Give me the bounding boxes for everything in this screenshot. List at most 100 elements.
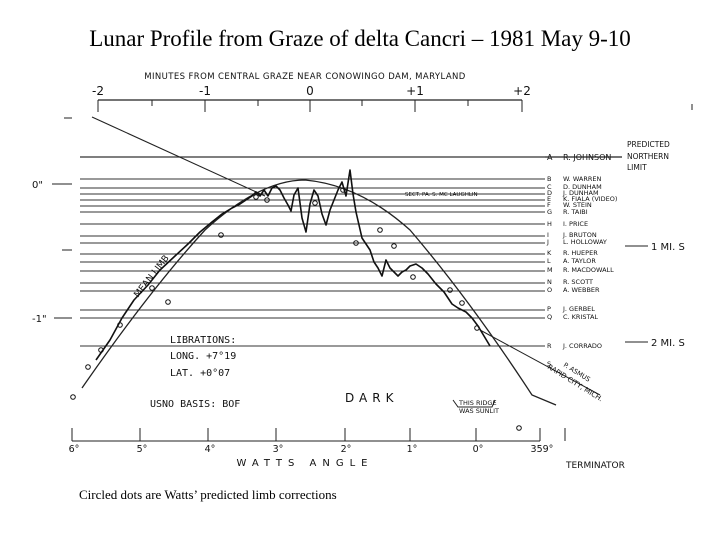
predicted-limit-word: PREDICTED [627, 140, 670, 149]
top-tick-label: -2 [92, 84, 104, 98]
predicted-limit-word: NORTHERN [627, 152, 669, 161]
observer-name: J. BRUTON [562, 231, 597, 239]
watts-point [117, 322, 123, 328]
observer-name: R. MACDOWALL [563, 266, 614, 274]
terminator-guide-line [91, 116, 266, 197]
left-tick-label: -1" [32, 314, 47, 325]
watts-point [218, 232, 224, 238]
observer-name: C. KRISTAL [563, 313, 598, 321]
bottom-tick-label: 359° [531, 444, 554, 455]
top-tick-label: +1 [406, 84, 424, 98]
ridge-note: THIS RIDGE WAS SUNLIT [458, 399, 499, 415]
observer-code: L [547, 257, 551, 265]
watts-point [410, 274, 416, 280]
observer-name: R. SCOTT [563, 278, 593, 286]
observer-code: O [547, 286, 552, 294]
observer-name: R. HUEPER [563, 249, 598, 257]
left-tick-label: 0" [32, 180, 43, 191]
observer-code: M [547, 266, 553, 274]
two-mile-label: 2 MI. S [651, 338, 685, 349]
bottom-tick-label: 5° [137, 444, 148, 455]
dark-label: DARK [345, 391, 398, 405]
observer-code: I [547, 231, 549, 239]
observer-name: A. WEBBER [563, 286, 600, 294]
observer-chords [80, 156, 545, 347]
observer-name: W. STEIN [563, 201, 592, 209]
watts-point [165, 299, 171, 305]
watts-point [264, 197, 270, 203]
observer-code: Q [547, 313, 552, 321]
watts-point [149, 285, 155, 291]
watts-points [70, 187, 522, 431]
watts-point [516, 425, 522, 431]
observer-code: G [547, 208, 552, 216]
observer-code: R [547, 342, 552, 350]
observer-code: F [547, 201, 551, 209]
ridge-note-line: WAS SUNLIT [459, 407, 499, 415]
one-mile-label: 1 MI. S [651, 242, 685, 253]
observer-name: K. FIALA (VIDEO) [563, 195, 617, 203]
sect-note: SECT. PA. S. MC LAUGHLIN [405, 192, 478, 198]
watts-point [447, 287, 453, 293]
observer-name: W. WARREN [563, 175, 601, 183]
watts-point [312, 200, 318, 206]
top-axis-label: MINUTES FROM CENTRAL GRAZE NEAR CONOWING… [144, 72, 466, 82]
observer-code: K [547, 249, 552, 257]
top-tick-label: -1 [199, 84, 211, 98]
terminator-label: TERMINATOR [565, 461, 625, 471]
observer-name: J. GERBEL [562, 305, 595, 313]
page-title: Lunar Profile from Graze of delta Cancri… [89, 26, 631, 51]
usno-basis: USNO BASIS: BOF [150, 399, 240, 410]
bottom-tick-label: 4° [205, 444, 216, 455]
observer-name: D. DUNHAM [563, 183, 602, 191]
observed-profile [95, 169, 491, 361]
watts-point [70, 394, 76, 400]
top-tick-label: 0 [306, 84, 314, 98]
top-axis-ticks [97, 100, 523, 112]
top-tick-label: +2 [513, 84, 531, 98]
watts-point [353, 240, 359, 246]
libration-lat: LAT. +0°07 [170, 368, 230, 379]
watts-point [253, 194, 259, 200]
observer-code: B [547, 175, 551, 183]
observer-name: L. HOLLOWAY [563, 238, 607, 246]
watts-point [459, 300, 465, 306]
observer-code: E [547, 195, 551, 203]
figure-caption: Circled dots are Watts’ predicted limb c… [79, 487, 337, 502]
watts-point [98, 347, 104, 353]
ridge-bracket [452, 399, 496, 408]
bottom-tick-label: 3° [273, 444, 284, 455]
ridge-note-line: THIS RIDGE [458, 399, 497, 407]
libration-long: LONG. +7°19 [170, 351, 236, 362]
observer-code: N [547, 278, 552, 286]
observer-name: R. TAIBI [563, 208, 588, 216]
observer-code: P [547, 305, 551, 313]
bottom-tick-label: 2° [341, 444, 352, 455]
librations-heading: LIBRATIONS: [170, 335, 236, 346]
observer-name: J. DUNHAM [562, 189, 599, 197]
bottom-tick-label: 6° [69, 444, 80, 455]
predicted-limit-word: LIMIT [627, 163, 647, 172]
bottom-axis-ticks [71, 428, 566, 441]
predicted-limit-label: PREDICTED NORTHERN LIMIT [627, 140, 672, 172]
bottom-axis-label: WATTS ANGLE [237, 458, 374, 469]
mean-limb-curve [81, 179, 557, 406]
watts-point [85, 364, 91, 370]
observer-name: I. PRICE [563, 220, 588, 228]
watts-point [474, 325, 480, 331]
observer-name: A. TAYLOR [563, 257, 596, 265]
watts-point [377, 227, 383, 233]
observer-code: H [547, 220, 552, 228]
bottom-tick-label: 1° [407, 444, 418, 455]
watts-point [391, 243, 397, 249]
observer-code: S [547, 360, 551, 368]
slope-guide-line [479, 329, 601, 396]
observer-name: J. CORRADO [562, 342, 602, 350]
watts-point [340, 187, 346, 193]
observer-code: D [547, 189, 552, 197]
bottom-tick-label: 0° [473, 444, 484, 455]
observer-code: J [546, 238, 549, 246]
observer-code: C [547, 183, 552, 191]
